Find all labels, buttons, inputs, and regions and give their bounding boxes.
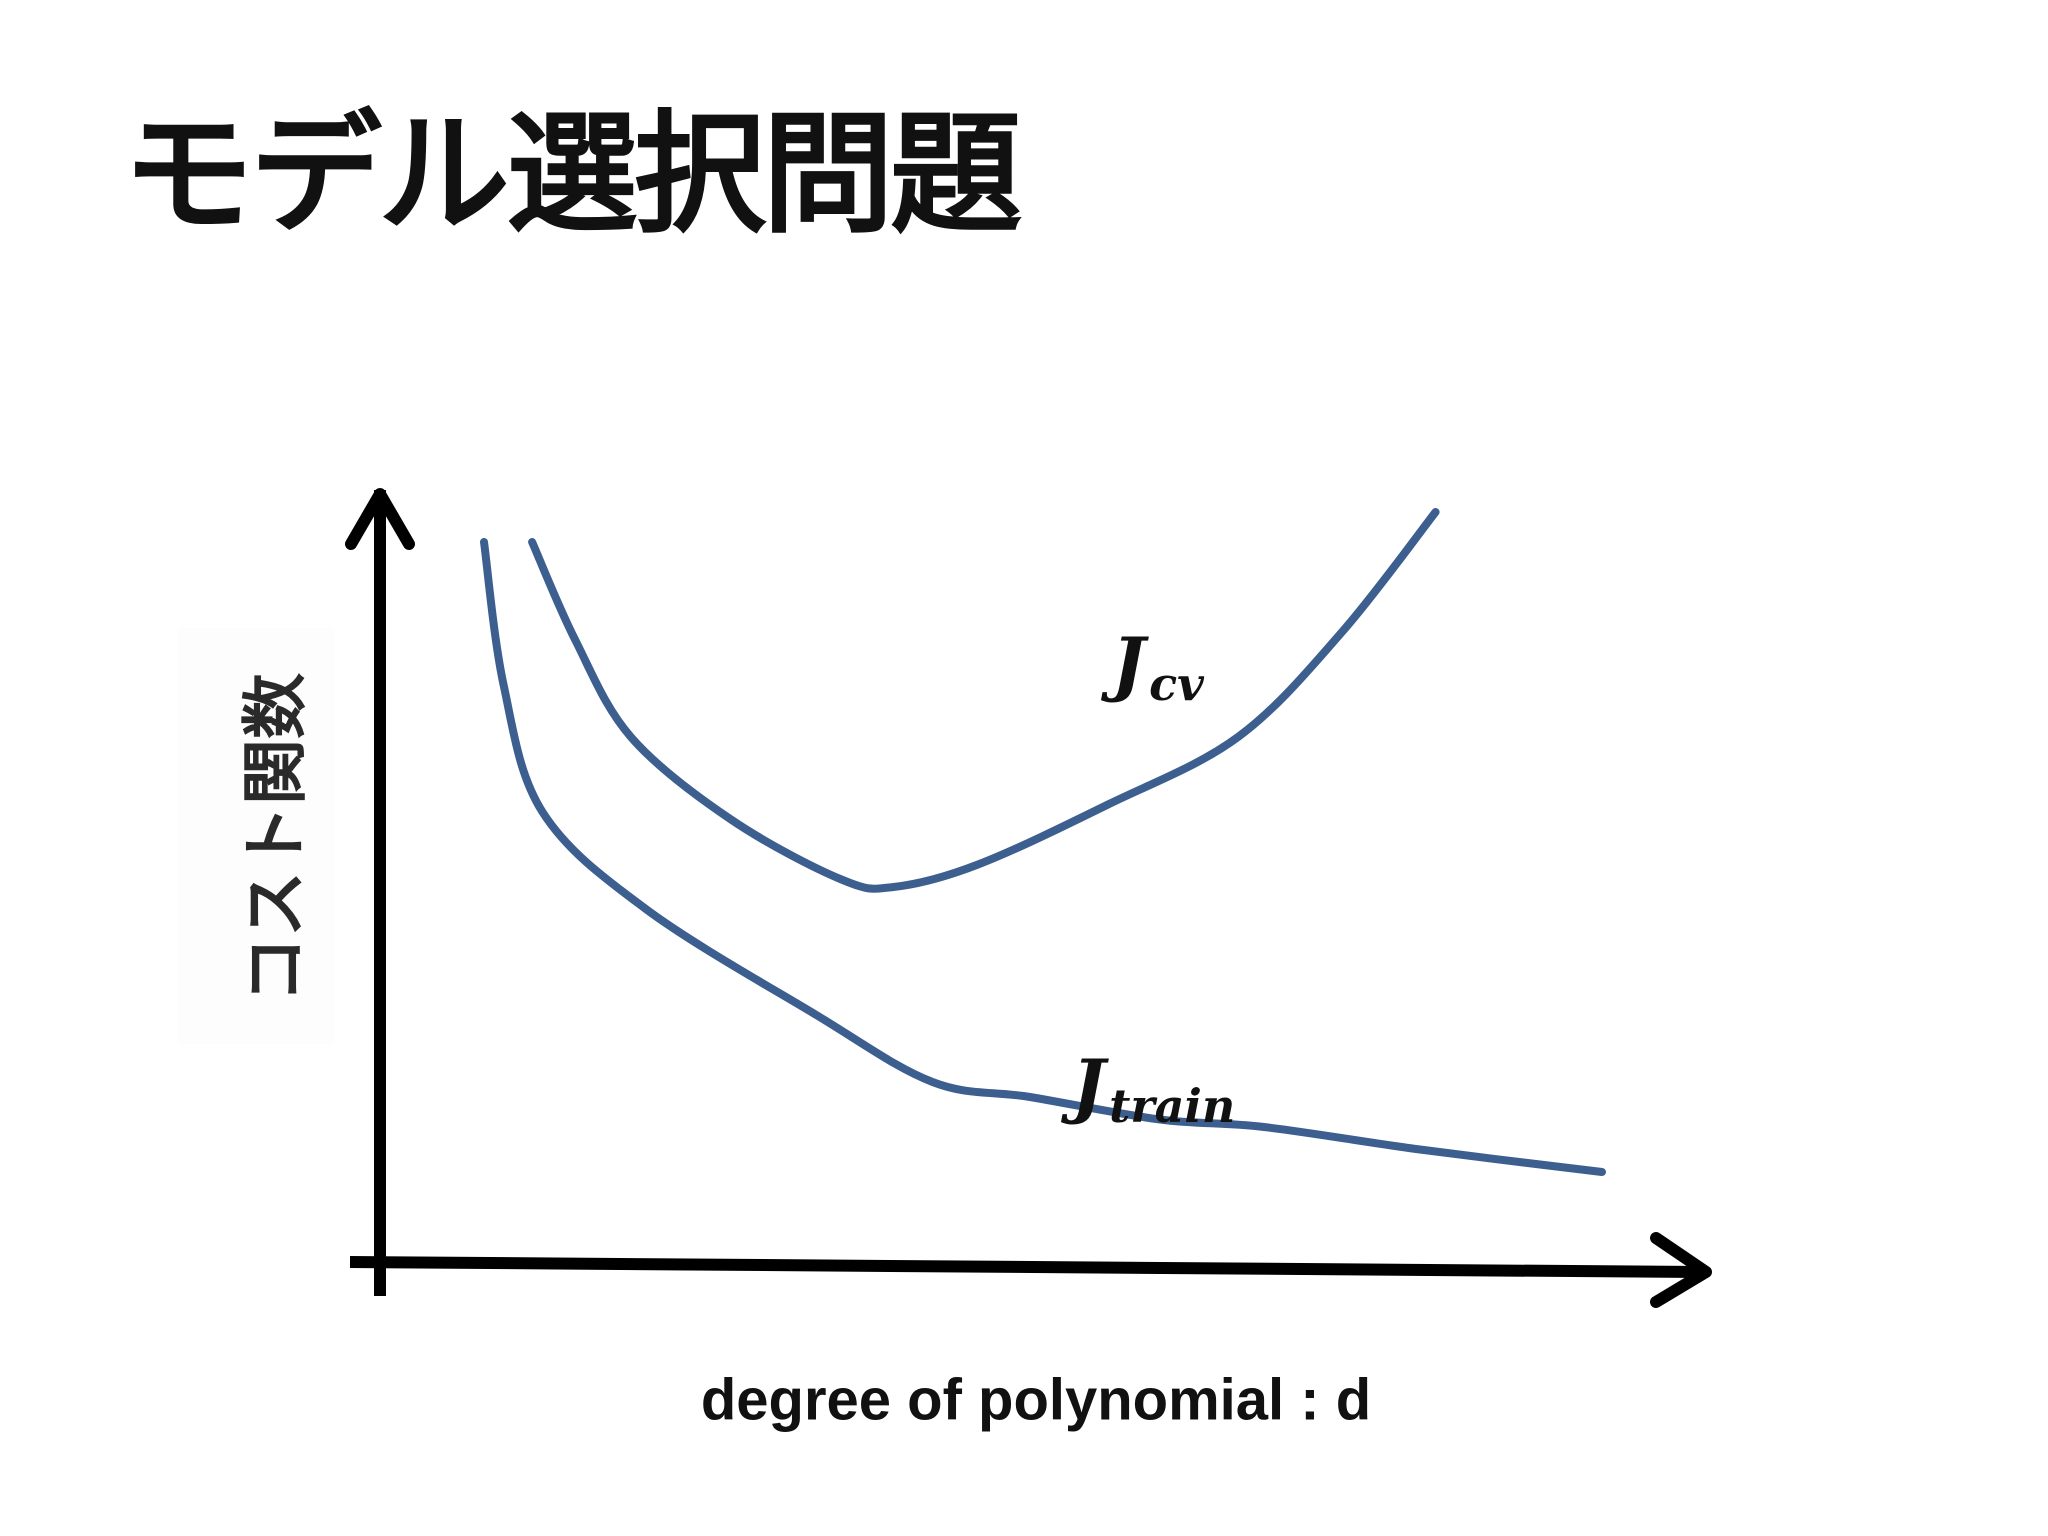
series-label-train-sub: train bbox=[1109, 1079, 1235, 1133]
series-line-cv bbox=[528, 508, 1440, 893]
series-label-train-main: J bbox=[1061, 1044, 1109, 1127]
ylabel-background bbox=[178, 628, 334, 1044]
series-line-train bbox=[480, 538, 1606, 1176]
slide-title: モデル選択問題 bbox=[122, 98, 1022, 252]
chart-axes bbox=[345, 488, 1712, 1308]
series-label-cv: Jcv bbox=[1101, 622, 1205, 711]
x-axis-line bbox=[349, 1256, 1703, 1278]
series-label-cv-main: J bbox=[1101, 622, 1149, 705]
y-axis-arrowhead bbox=[345, 488, 415, 550]
series-label-cv-sub: cv bbox=[1149, 657, 1205, 711]
chart-series bbox=[480, 508, 1606, 1176]
x-axis-arrowhead bbox=[1650, 1232, 1712, 1308]
series-label-train: Jtrain bbox=[1061, 1044, 1235, 1133]
x-axis-label: degree of polynomial : d bbox=[700, 1367, 1372, 1433]
